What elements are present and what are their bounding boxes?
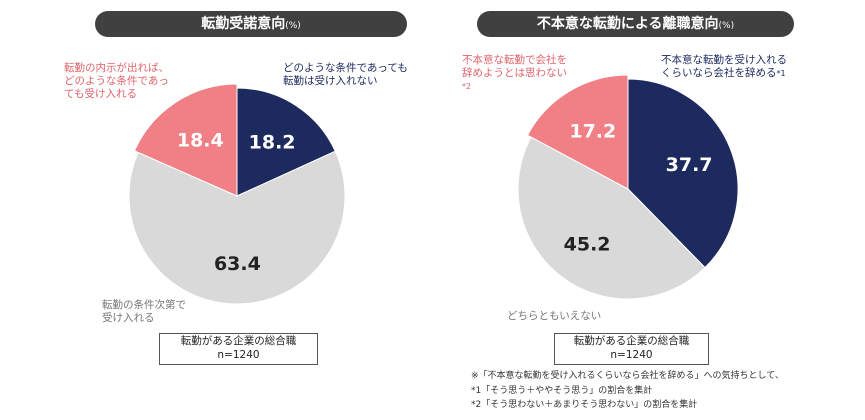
pie-value-label: 17.2 xyxy=(569,120,616,142)
sample-box-right: 転勤がある企業の総合職 n=1240 xyxy=(554,333,709,365)
callout-line: 転勤の内示が出れば、 xyxy=(64,62,169,74)
callout-right-pink: 不本意な転勤で会社を 辞めようとは思わない *2 xyxy=(462,54,567,93)
callout-line: どのような条件であっても xyxy=(283,62,408,74)
callout-line: 辞めようとは思わない xyxy=(462,67,567,79)
chart-title-right-text: 不本意な転勤による離職意向 xyxy=(536,16,719,32)
pie-value-label: 18.4 xyxy=(177,130,224,152)
pie-slice xyxy=(236,87,336,197)
callout-line: どのような条件であっ xyxy=(64,75,169,87)
pie-slice xyxy=(627,78,739,269)
callout-line-with-note: くらいなら会社を辞める*1 xyxy=(661,67,787,80)
callout-right-navy: 不本意な転勤を受け入れる くらいなら会社を辞める*1 xyxy=(661,54,787,80)
chart-title-left: 転勤受諾意向(%) xyxy=(95,11,407,37)
chart-title-right-suffix: (%) xyxy=(718,21,735,31)
pie-value-label: 18.2 xyxy=(249,132,296,154)
callout-left-grey: 転勤の条件次第で 受け入れる xyxy=(102,299,186,325)
callout-line: どちらともいえない xyxy=(507,310,602,322)
callout-line: ても受け入れる xyxy=(64,88,137,100)
pie-slice xyxy=(526,74,629,190)
pie-slice xyxy=(128,150,346,305)
chart-panel-right: 不本意な転勤による離職意向(%) 37.7 45.2 17.2 不本意な転勤を受け入… xyxy=(432,0,864,420)
pie-value-label: 37.7 xyxy=(666,154,713,176)
pie-slice xyxy=(517,136,706,300)
pie-chart-left: 18.2 63.4 18.4 xyxy=(128,83,346,305)
callout-line: 不本意な転勤で会社を xyxy=(462,54,567,66)
sample-box-left: 転勤がある企業の総合職 n=1240 xyxy=(159,333,318,365)
footnote-ref: *2 xyxy=(462,82,472,91)
pie-value-label: 45.2 xyxy=(564,234,611,256)
callout-line: くらいなら会社を辞める xyxy=(661,67,777,79)
pie-value-label: 63.4 xyxy=(214,253,261,275)
sample-n: n=1240 xyxy=(217,349,260,361)
callout-right-grey: どちらともいえない xyxy=(507,310,601,323)
sample-label: 転勤がある企業の総合職 xyxy=(180,335,297,347)
callout-line: 不本意な転勤を受け入れる xyxy=(661,54,787,66)
chart-panel-left: 転勤受諾意向(%) 18.2 63.4 18.4 どのような条件であっても 転勤は受… xyxy=(0,0,432,420)
callout-line: 転勤は受け入れない xyxy=(283,75,378,87)
chart-title-left-suffix: (%) xyxy=(285,21,301,31)
footnote-line: *2「そう思わない＋あまりそう思わない」の割合を集計 xyxy=(471,400,698,410)
sample-n: n=1240 xyxy=(610,349,653,361)
pie-chart-right: 37.7 45.2 17.2 xyxy=(517,74,739,300)
pie-slice xyxy=(133,83,238,197)
callout-line: 受け入れる xyxy=(102,312,155,324)
footnote-ref: *1 xyxy=(776,69,786,78)
footnote-line: ※「不本意な転勤を受け入れるくらいなら会社を辞める」への気持ちとして、 xyxy=(471,371,784,381)
callout-left-navy: どのような条件であっても 転勤は受け入れない xyxy=(283,62,408,88)
callout-line: 転勤の条件次第で xyxy=(102,299,186,311)
footnotes: ※「不本意な転勤を受け入れるくらいなら会社を辞める」への気持ちとして、 *1「そ… xyxy=(471,369,784,413)
footnote-line: *1「そう思う＋ややそう思う」の割合を集計 xyxy=(471,385,653,396)
chart-title-right: 不本意な転勤による離職意向(%) xyxy=(477,11,794,37)
sample-label: 転勤がある企業の総合職 xyxy=(573,335,690,347)
chart-title-left-text: 転勤受諾意向 xyxy=(201,16,286,32)
callout-left-pink: 転勤の内示が出れば、 どのような条件であっ ても受け入れる xyxy=(64,62,169,101)
